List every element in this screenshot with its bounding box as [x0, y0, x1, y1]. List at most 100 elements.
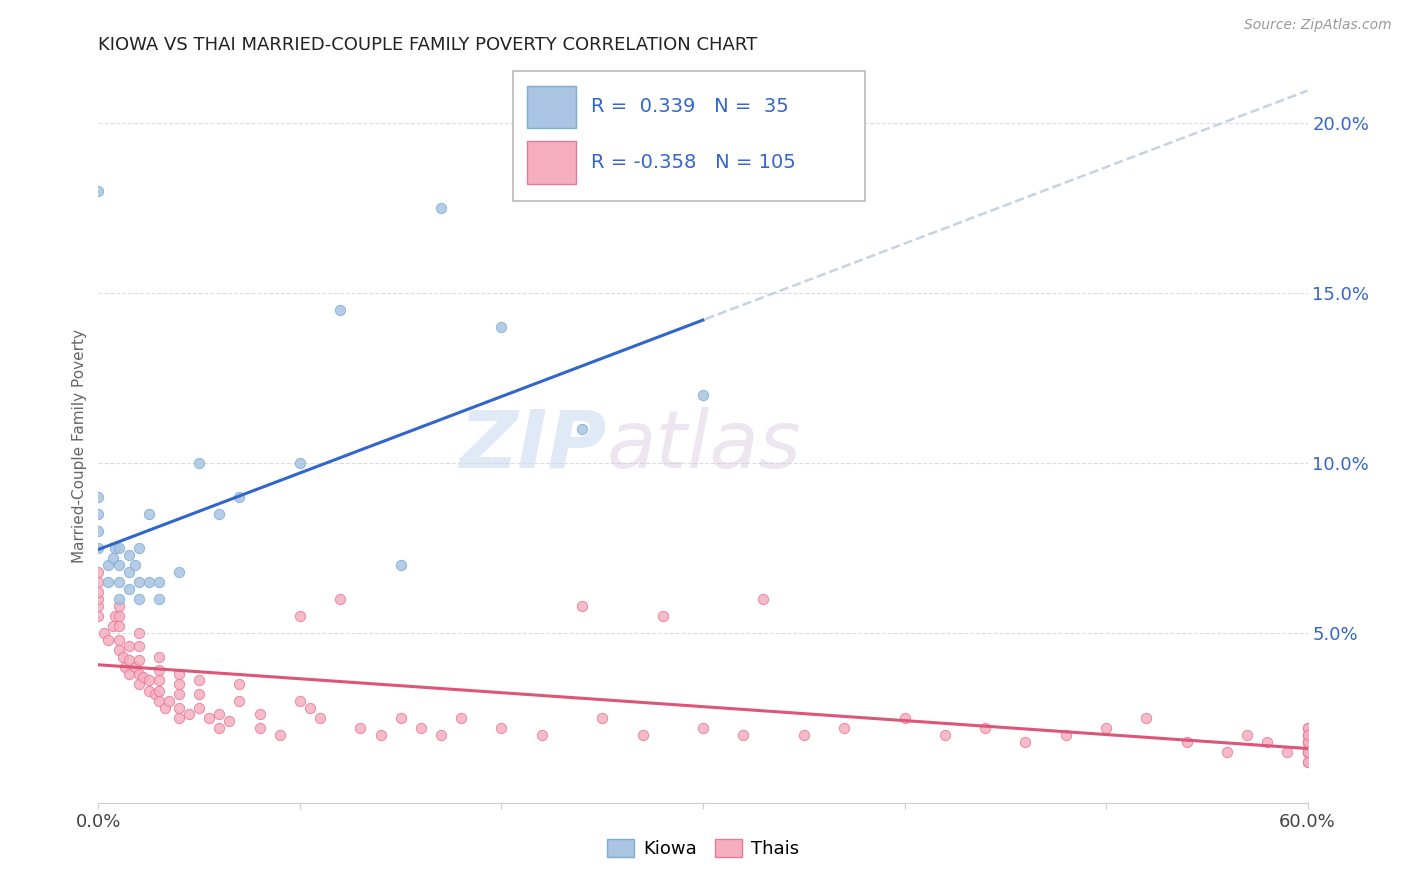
Point: [430, 728, 453, 742]
Point: [87, 565, 110, 579]
Point: [1296, 745, 1319, 759]
Point: [1296, 728, 1319, 742]
Point: [1296, 728, 1319, 742]
Point: [188, 673, 211, 688]
Point: [93, 626, 115, 640]
Point: [103, 541, 125, 555]
Point: [87, 574, 110, 589]
Point: [208, 507, 231, 521]
Point: [228, 490, 250, 504]
Point: [1296, 734, 1319, 748]
FancyBboxPatch shape: [527, 141, 576, 184]
Point: [87, 541, 110, 555]
Point: [491, 320, 513, 334]
Point: [87, 585, 110, 599]
Point: [491, 721, 513, 735]
Point: [651, 608, 673, 623]
Point: [1296, 721, 1319, 735]
FancyBboxPatch shape: [513, 71, 865, 201]
Point: [1216, 745, 1239, 759]
Point: [148, 574, 170, 589]
Point: [97, 558, 120, 572]
Point: [148, 591, 170, 606]
Point: [1175, 734, 1198, 748]
Point: [1296, 745, 1319, 759]
Point: [893, 711, 915, 725]
Point: [118, 548, 141, 562]
Text: Source: ZipAtlas.com: Source: ZipAtlas.com: [1244, 18, 1392, 32]
Point: [107, 558, 129, 572]
Point: [832, 721, 855, 735]
Point: [148, 673, 170, 688]
Point: [107, 608, 129, 623]
Point: [188, 700, 211, 714]
Point: [934, 728, 956, 742]
Point: [631, 728, 654, 742]
Point: [114, 660, 136, 674]
Point: [118, 666, 141, 681]
Point: [153, 700, 176, 714]
Point: [87, 524, 110, 538]
Point: [128, 591, 150, 606]
Point: [138, 507, 160, 521]
Point: [124, 558, 146, 572]
Point: [1095, 721, 1118, 735]
Point: [974, 721, 997, 735]
Point: [111, 649, 134, 664]
Point: [138, 574, 160, 589]
Point: [198, 711, 221, 725]
Point: [1054, 728, 1077, 742]
Point: [389, 558, 412, 572]
Point: [138, 683, 160, 698]
Point: [118, 640, 141, 654]
Point: [692, 721, 714, 735]
Point: [1135, 711, 1157, 725]
Point: [188, 456, 211, 470]
Point: [167, 666, 190, 681]
Point: [228, 694, 250, 708]
Point: [107, 599, 129, 613]
Point: [128, 653, 150, 667]
Point: [128, 640, 150, 654]
Point: [128, 677, 150, 691]
Point: [148, 649, 170, 664]
Point: [118, 582, 141, 596]
Point: [1296, 728, 1319, 742]
Point: [87, 599, 110, 613]
Point: [107, 643, 129, 657]
Point: [107, 619, 129, 633]
Point: [329, 591, 352, 606]
Point: [389, 711, 412, 725]
Point: [571, 422, 593, 436]
Point: [1236, 728, 1258, 742]
Point: [128, 541, 150, 555]
Point: [1296, 755, 1319, 769]
Point: [228, 677, 250, 691]
Point: [1277, 745, 1299, 759]
FancyBboxPatch shape: [527, 86, 576, 128]
Point: [148, 694, 170, 708]
Point: [132, 670, 155, 684]
Point: [101, 619, 124, 633]
Point: [107, 632, 129, 647]
Point: [87, 591, 110, 606]
Point: [124, 660, 146, 674]
Point: [167, 711, 190, 725]
Point: [430, 201, 453, 215]
Point: [103, 608, 125, 623]
Point: [299, 700, 322, 714]
Point: [97, 632, 120, 647]
Point: [733, 728, 755, 742]
Point: [249, 721, 271, 735]
Point: [1296, 755, 1319, 769]
Point: [349, 721, 371, 735]
Point: [143, 687, 166, 701]
Point: [167, 687, 190, 701]
Point: [530, 728, 553, 742]
Point: [1296, 745, 1319, 759]
Point: [107, 591, 129, 606]
Point: [138, 673, 160, 688]
Point: [107, 541, 129, 555]
Text: ZIP: ZIP: [458, 407, 606, 485]
Point: [793, 728, 815, 742]
